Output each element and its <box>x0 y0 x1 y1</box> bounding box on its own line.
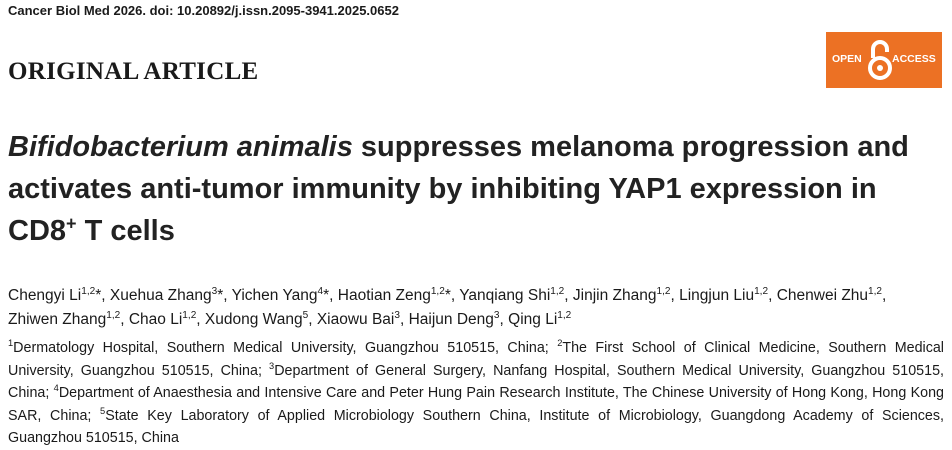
affiliation-text: Department of General Surgery, Nanfang H… <box>8 362 944 402</box>
author-suffix: , <box>499 311 504 328</box>
badge-left: OPEN <box>832 53 862 65</box>
author-name: Jinjin Zhang <box>572 287 657 304</box>
affiliation-number: 4 <box>53 383 59 394</box>
affiliation-number: 5 <box>100 406 106 417</box>
author-suffix: *, <box>217 287 228 304</box>
affiliation-number: 2 <box>557 338 563 349</box>
author-suffix: , <box>308 311 313 328</box>
author-affil: 1,2 <box>557 309 572 321</box>
author-name: Xiaowu Bai <box>316 311 395 328</box>
author: Zhiwen Zhang1,2, <box>8 309 125 328</box>
author-suffix: , <box>196 311 201 328</box>
author-name: Haotian Zeng <box>337 287 431 304</box>
author: Yichen Yang4*, <box>231 285 334 304</box>
author-name: Lingjun Liu <box>679 287 755 304</box>
author: Jinjin Zhang1,2, <box>572 285 675 304</box>
author-name: Zhiwen Zhang <box>8 311 107 328</box>
title-main: suppresses melanoma progression and acti… <box>8 131 909 247</box>
author-affil: 5 <box>302 309 309 321</box>
author-affil: 3 <box>394 309 400 321</box>
affiliation-list: 1Dermatology Hospital, Southern Medical … <box>8 337 944 450</box>
author: Yanqiang Shi1,2, <box>459 285 569 304</box>
author-affil: 1,2 <box>106 309 121 321</box>
title-italic: Bifidobacterium animalis <box>8 131 353 163</box>
badge-right: ACCESS <box>892 53 936 65</box>
author-affil: 1,2 <box>81 285 96 297</box>
author: Haotian Zeng1,2*, <box>337 285 456 304</box>
author-affil: 4 <box>317 285 324 297</box>
author-affil: 1,2 <box>182 309 197 321</box>
section-label: ORIGINAL ARTICLE <box>8 58 259 85</box>
author: Xuehua Zhang3*, <box>109 285 228 304</box>
author-name: Haijun Deng <box>408 311 494 328</box>
author-name: Qing Li <box>508 311 558 328</box>
author-name: Yanqiang Shi <box>459 287 551 304</box>
author-list: Chengyi Li1,2*, Xuehua Zhang3*, Yichen Y… <box>8 284 948 332</box>
author: Chao Li1,2, <box>128 309 201 328</box>
author: Xiaowu Bai3, <box>316 309 405 328</box>
author-suffix: , <box>670 287 675 304</box>
author-affil: 1,2 <box>656 285 671 297</box>
author-suffix: , <box>399 311 405 328</box>
author-affil: 3 <box>493 309 500 321</box>
author: Xudong Wang5, <box>204 309 313 328</box>
author: Lingjun Liu1,2, <box>679 285 773 304</box>
affiliation-number: 3 <box>269 360 275 371</box>
author-name: Chenwei Zhu <box>776 287 869 304</box>
title-sup: + <box>66 213 77 234</box>
author-suffix: *, <box>95 287 106 304</box>
author-suffix: *, <box>444 287 456 304</box>
affiliation-text: Department of Anaesthesia and Intensive … <box>8 385 944 424</box>
author-name: Chao Li <box>128 311 183 328</box>
author-affil: 1,2 <box>868 285 883 297</box>
lock-icon <box>868 40 892 80</box>
author-suffix: , <box>120 311 125 328</box>
affiliation-text: State Key Laboratory of Applied Microbio… <box>8 407 944 447</box>
title-end: T cells <box>76 215 175 247</box>
affiliation-text: The First School of Clinical Medicine, S… <box>8 340 944 379</box>
author-affil: 1,2 <box>754 285 769 297</box>
author-affil: 3 <box>211 285 218 297</box>
citation: Cancer Biol Med 2026. doi: 10.20892/j.is… <box>8 3 399 18</box>
author-name: Yichen Yang <box>231 287 318 304</box>
author-affil: 1,2 <box>430 285 445 297</box>
author-suffix: , <box>882 287 887 304</box>
author-name: Xuehua Zhang <box>109 287 212 304</box>
author: Chengyi Li1,2*, <box>8 285 106 304</box>
author-suffix: , <box>564 287 569 304</box>
author-affil: 1,2 <box>550 285 565 297</box>
author-suffix: , <box>768 287 773 304</box>
author-name: Xudong Wang <box>204 311 303 328</box>
author: Chenwei Zhu1,2, <box>776 285 887 304</box>
affiliation-text: Dermatology Hospital, Southern Medical U… <box>13 340 549 356</box>
article-title: Bifidobacterium animalis suppresses mela… <box>8 126 948 252</box>
open-access-badge: OPEN ACCESS <box>826 32 942 88</box>
author: Qing Li1,2 <box>508 309 572 328</box>
author: Haijun Deng3, <box>408 309 504 328</box>
author-name: Chengyi Li <box>8 287 82 304</box>
affiliation-number: 1 <box>8 338 14 349</box>
author-suffix: *, <box>323 287 334 304</box>
